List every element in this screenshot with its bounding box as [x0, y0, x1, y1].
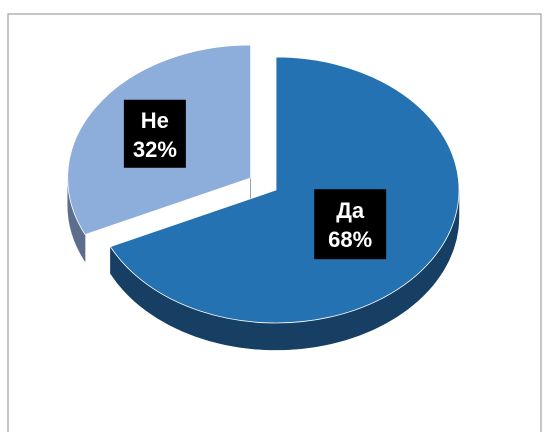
- pie-labels-group: Да 68% Не 32%: [123, 99, 387, 260]
- slice-value-label-0: 68%: [328, 227, 372, 252]
- slice-label-bg-1: [123, 99, 186, 168]
- slice-label-1: Не 32%: [123, 99, 186, 168]
- slice-category-label-0: Да: [336, 198, 365, 223]
- slice-label-bg-0: [314, 189, 387, 260]
- slice-label-0: Да 68%: [314, 189, 387, 260]
- chart-border: [7, 13, 542, 432]
- slice-value-label-1: 32%: [133, 137, 177, 162]
- slice-category-label-1: Не: [141, 108, 169, 133]
